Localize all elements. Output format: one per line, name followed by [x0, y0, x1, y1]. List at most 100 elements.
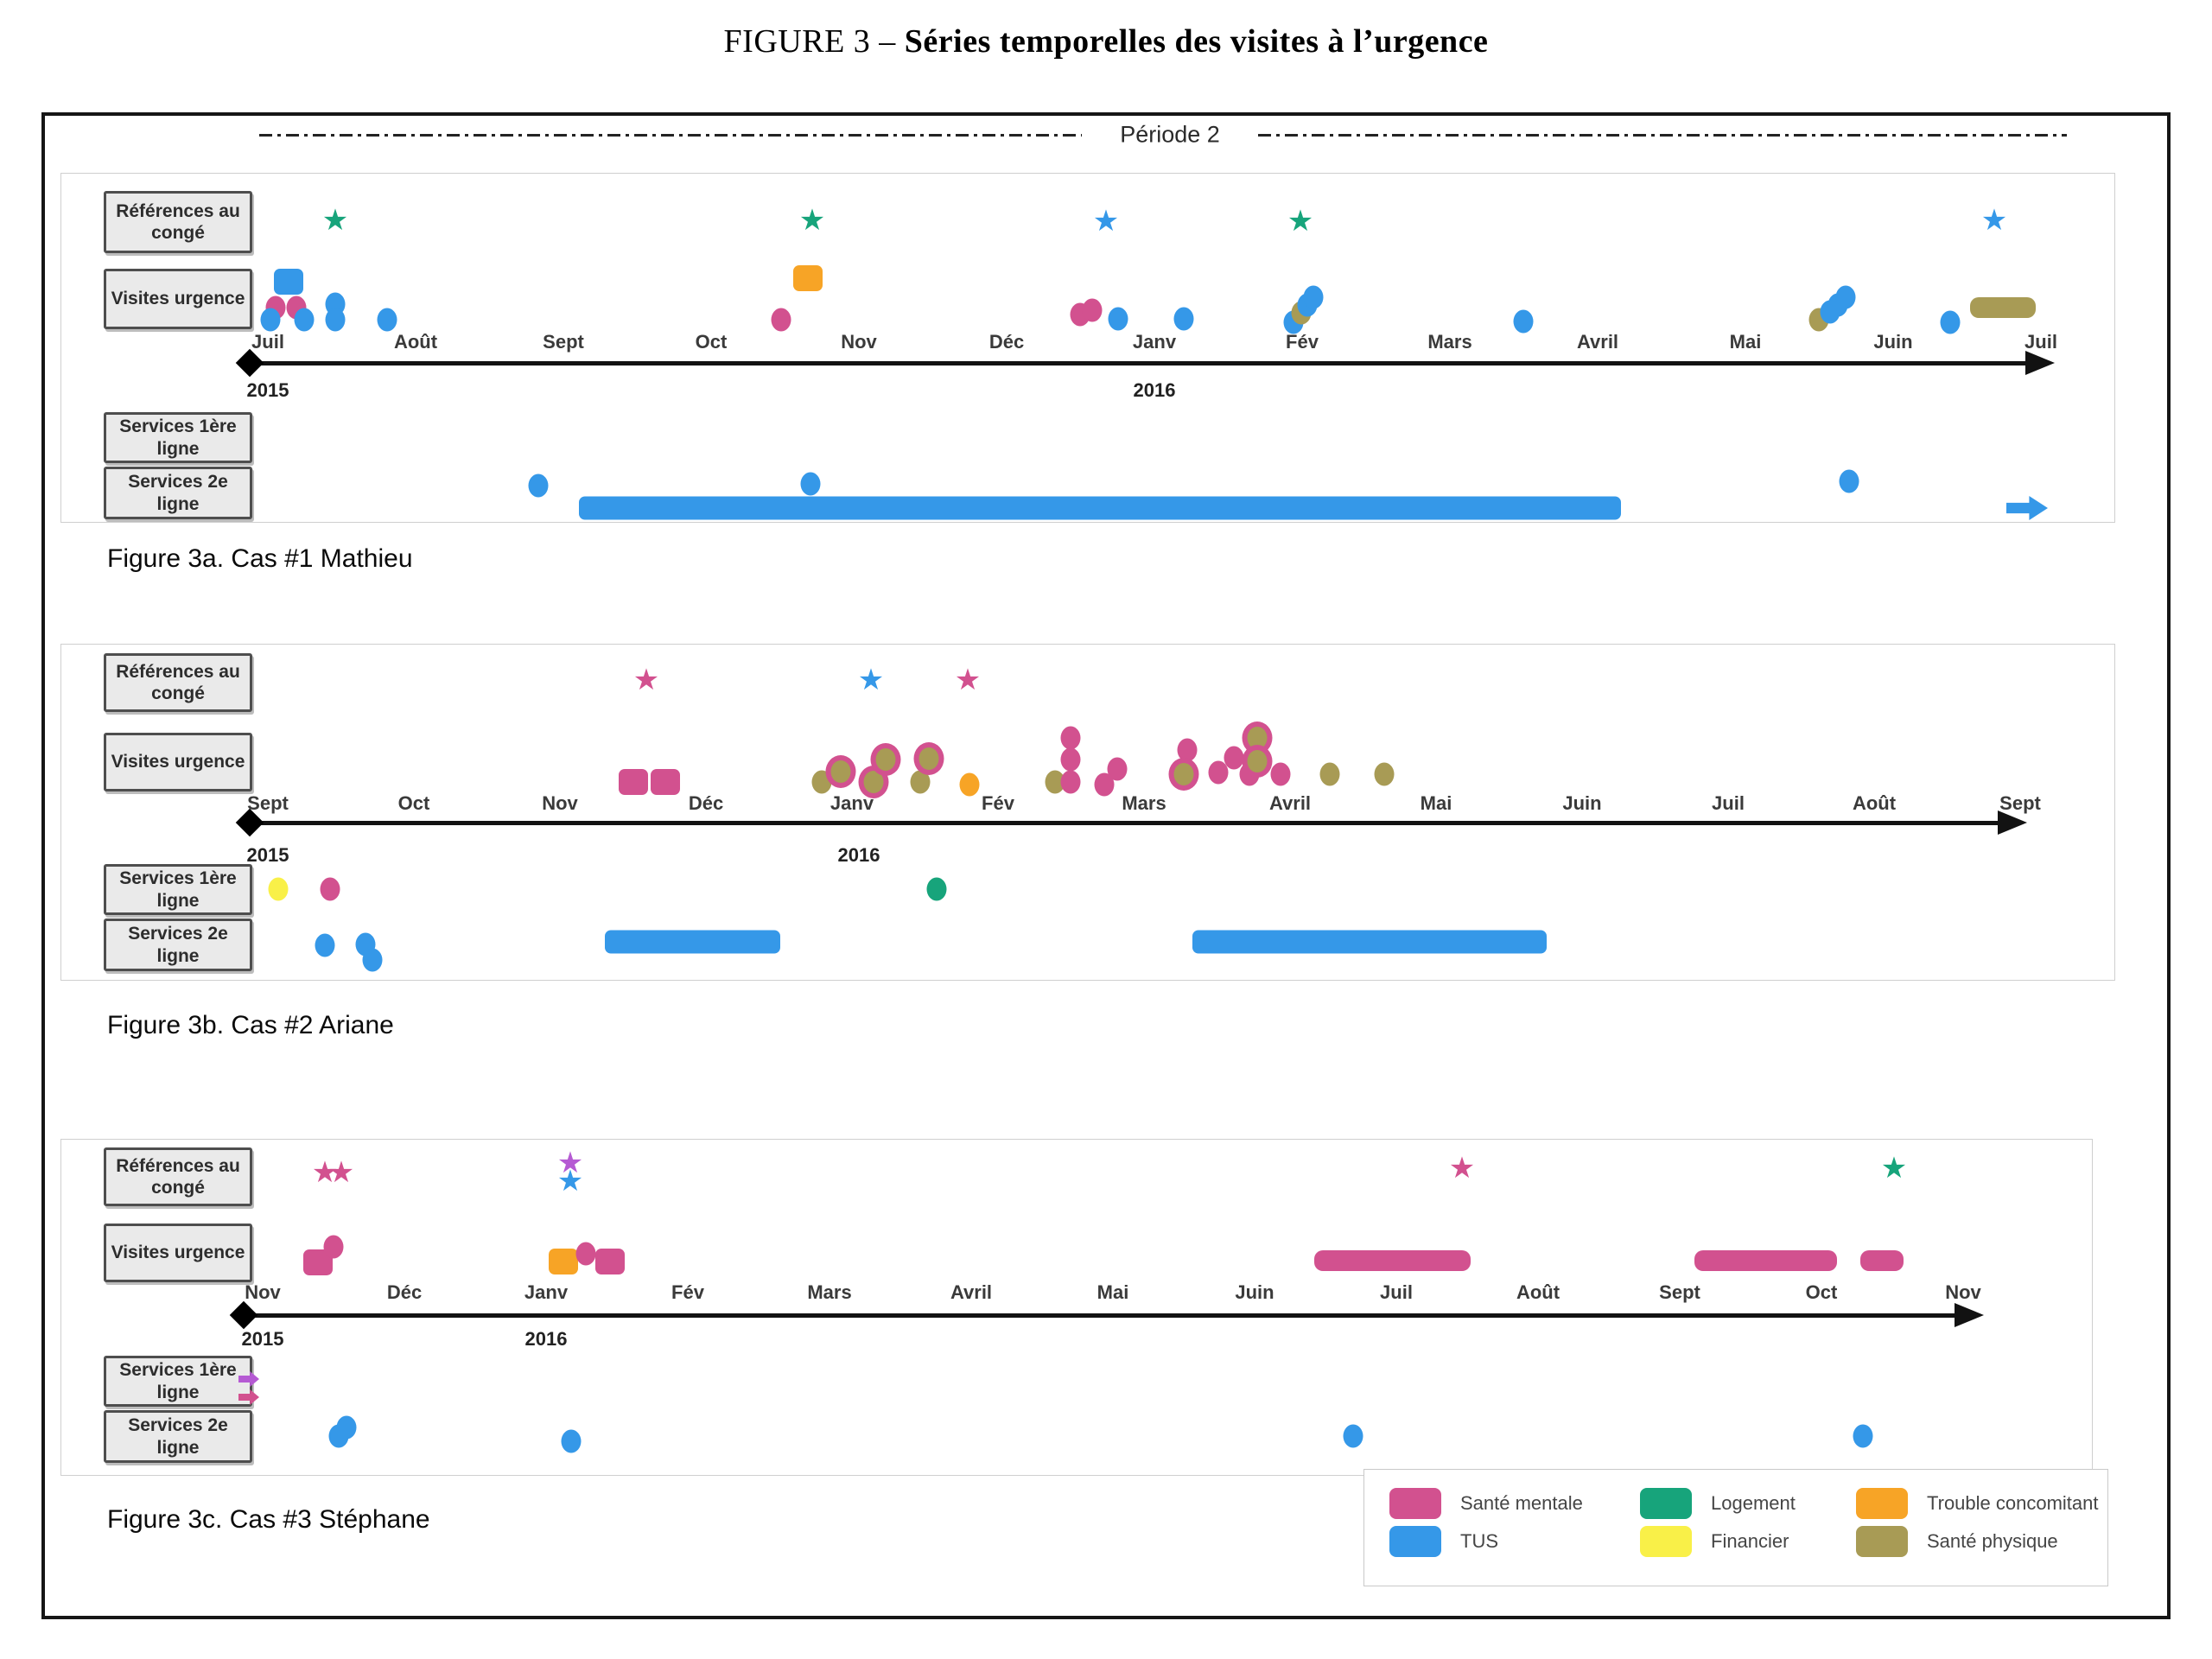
timeline-month: Juin	[1562, 792, 1602, 814]
visit-dot-sante_mentale	[1208, 760, 1229, 785]
timeline-month: Mars	[1122, 792, 1166, 814]
period-label: Période 2	[1120, 121, 1220, 148]
period-dashline-right	[1258, 134, 2067, 137]
timeline-month: Nov	[841, 331, 877, 353]
timeline-month: Nov	[245, 1281, 281, 1303]
visit-dot-sante_physique	[1319, 762, 1340, 786]
visit-dot-sante_mentale	[1060, 747, 1081, 772]
legend-label-logement: Logement	[1711, 1492, 1796, 1514]
service1-dot-logement	[926, 877, 947, 901]
timeline-month: Fév	[982, 792, 1014, 814]
visit-square-tus	[274, 269, 303, 295]
timeline-month: Sept	[1659, 1281, 1700, 1303]
service2-dot-tus	[1853, 1424, 1873, 1448]
referral-star-logement: ★	[798, 204, 826, 237]
service2-dot-tus	[561, 1429, 582, 1453]
visit-dot-tus	[1303, 285, 1324, 309]
timeline-month: Août	[393, 331, 438, 353]
visit-square-sante_mentale	[651, 769, 680, 795]
timeline-month: Juin	[1235, 1281, 1274, 1303]
visit-dot-sante_mentale	[575, 1242, 596, 1266]
row-label-visites-fig3c: Visites urgence	[104, 1224, 252, 1282]
timeline-month: Août	[1852, 792, 1897, 814]
figure-border-box	[41, 112, 2171, 1619]
timeline-axis-fig3b	[250, 821, 2003, 825]
figure-title-main: Séries temporelles des visites à l’urgen…	[904, 23, 1489, 60]
timeline-month: Nov	[1945, 1281, 1981, 1303]
visit-dot-trouble_concomitant	[959, 772, 980, 797]
figure-title: FIGURE 3 – Séries temporelles des visite…	[0, 22, 2212, 60]
timeline-month: Oct	[397, 792, 430, 814]
timeline-month: Fév	[1286, 331, 1319, 353]
visit-dot-tus	[1173, 307, 1194, 331]
timeline-year: 2016	[1133, 379, 1176, 401]
timeline-month: Janv	[1132, 331, 1177, 353]
visit-dot-tus	[1940, 310, 1961, 334]
visit-dot-sante_mentale	[1107, 757, 1128, 781]
axis-arrowhead	[1998, 810, 2027, 835]
referral-star-sante_mentale: ★	[632, 664, 660, 696]
timeline-month: Sept	[247, 792, 289, 814]
row-label-s1-fig3a: Services 1ère ligne	[104, 412, 252, 463]
service2-dot-tus	[336, 1415, 357, 1440]
referral-star-tus: ★	[556, 1165, 584, 1198]
referral-star-violet: ★	[556, 1147, 584, 1179]
visit-dot-sante_mentale	[1082, 298, 1103, 322]
visit-square-sante_mentale	[619, 769, 648, 795]
timeline-month: Août	[1516, 1281, 1560, 1303]
ringed-visit-dot-sante_physique	[825, 755, 856, 788]
visit-dot-tus	[1835, 285, 1856, 309]
legend-swatch-logement	[1640, 1488, 1692, 1519]
timeline-month: Mai	[1420, 792, 1452, 814]
legend-swatch-tus	[1389, 1526, 1441, 1557]
timeline-month: Juil	[251, 331, 284, 353]
timeline-year: 2015	[246, 844, 289, 866]
row-label-refs-fig3a: Références au congé	[104, 191, 252, 253]
referral-star-tus: ★	[1092, 205, 1120, 238]
timeline-month: Avril	[950, 1281, 993, 1303]
row-label-refs-fig3b: Références au congé	[104, 653, 252, 712]
visit-bar-sante_mentale	[1314, 1250, 1471, 1271]
visit-dot-sante_physique	[1374, 762, 1395, 786]
visit-dot-tus	[1513, 309, 1534, 334]
panel-caption-fig3c: Figure 3c. Cas #3 Stéphane	[107, 1505, 430, 1534]
referral-star-logement: ★	[1880, 1152, 1908, 1185]
timeline-month: Sept	[543, 331, 584, 353]
visit-dot-sante_mentale	[1060, 770, 1081, 794]
row-label-s1-fig3b: Services 1ère ligne	[104, 864, 252, 915]
panel-box-fig3a	[60, 173, 2115, 523]
row-label-s1-fig3c: Services 1ère ligne	[104, 1356, 252, 1407]
service2-dot-tus	[800, 472, 821, 496]
timeline-axis-fig3c	[244, 1313, 1960, 1318]
timeline-axis-fig3a	[250, 361, 2031, 365]
visit-dot-sante_mentale	[771, 308, 791, 332]
timeline-month: Nov	[542, 792, 578, 814]
panel-box-fig3b	[60, 644, 2115, 981]
timeline-month: Juil	[1712, 792, 1745, 814]
service2-dot-tus	[1839, 469, 1859, 493]
axis-arrowhead	[2025, 351, 2055, 375]
row-label-refs-fig3c: Références au congé	[104, 1147, 252, 1206]
timeline-year: 2015	[241, 1328, 284, 1350]
timeline-month: Mai	[1729, 331, 1762, 353]
visit-dot-sante_physique	[910, 770, 931, 794]
visit-square-sante_mentale	[595, 1249, 625, 1274]
timeline-month: Avril	[1576, 331, 1619, 353]
visit-bar-sante_mentale	[1694, 1250, 1837, 1271]
legend-label-sante_mentale: Santé mentale	[1460, 1492, 1583, 1514]
row-label-s2-fig3c: Services 2e ligne	[104, 1410, 252, 1463]
service2-bar-tus	[605, 930, 780, 954]
timeline-month: Mai	[1096, 1281, 1129, 1303]
ringed-visit-dot-sante_physique	[1242, 745, 1273, 778]
timeline-month: Avril	[1268, 792, 1312, 814]
legend-swatch-trouble_concomitant	[1856, 1488, 1908, 1519]
axis-arrowhead	[1955, 1303, 1984, 1327]
visit-dot-tus	[260, 308, 281, 332]
legend-label-sante_physique: Santé physique	[1927, 1530, 2058, 1552]
timeline-year: 2016	[524, 1328, 568, 1350]
row-label-visites-fig3a: Visites urgence	[104, 269, 252, 329]
visit-square-trouble_concomitant	[549, 1249, 578, 1274]
legend-label-financier: Financier	[1711, 1530, 1789, 1552]
panel-box-fig3c	[60, 1139, 2093, 1476]
visit-dot-sante_mentale	[1270, 762, 1291, 786]
